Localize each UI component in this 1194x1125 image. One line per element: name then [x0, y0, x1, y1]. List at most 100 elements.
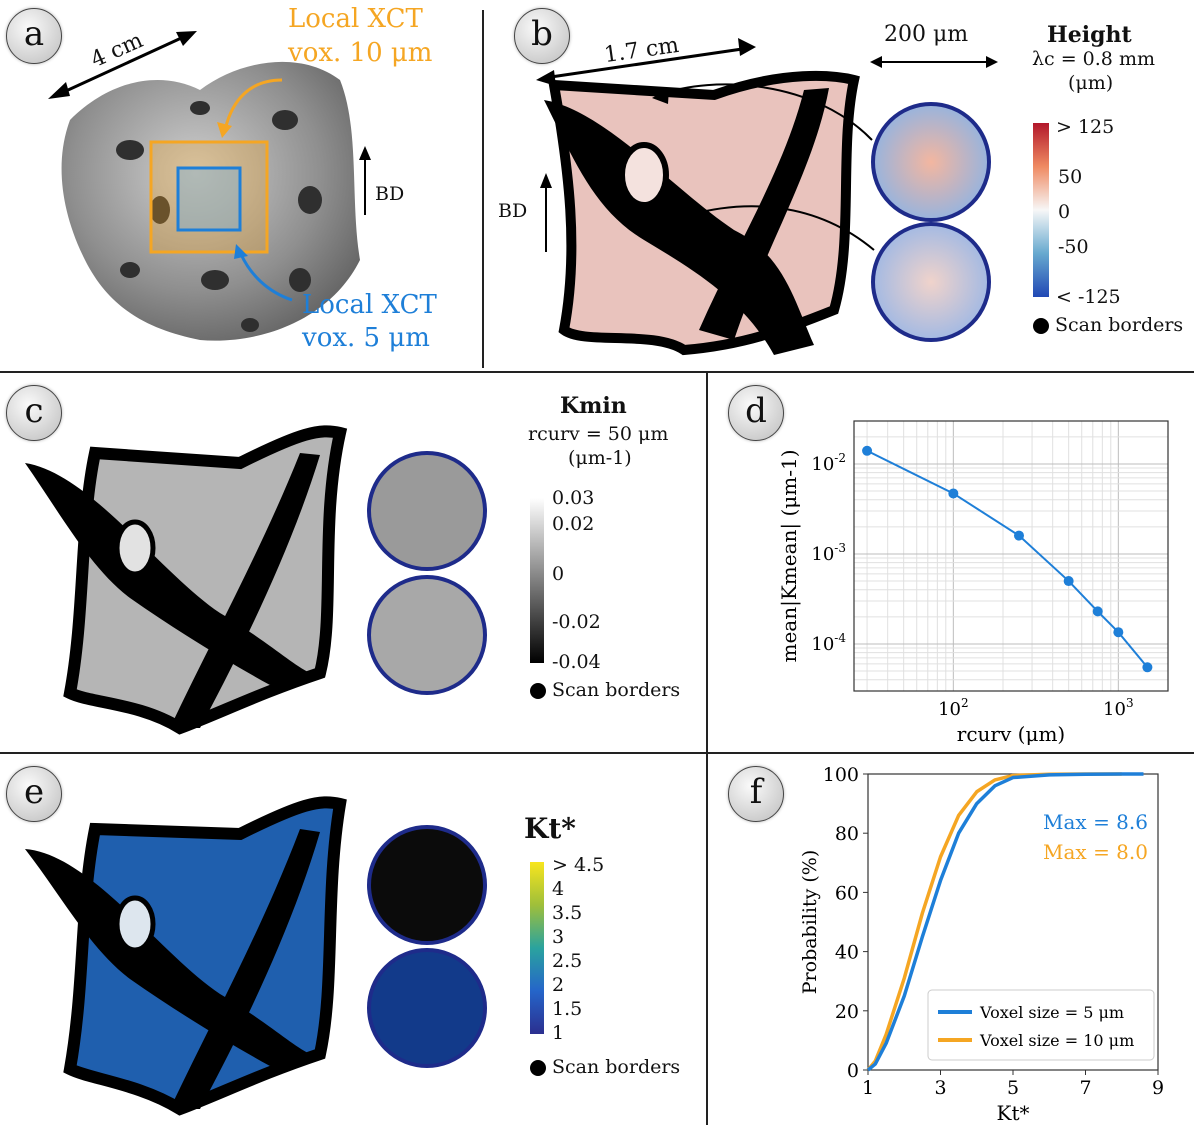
y-tick-label-f: 60 — [835, 882, 859, 904]
panel-label-b: b — [514, 8, 570, 64]
panel-d: d 102 103 10-2 10-3 10-4 rcurv (μm) mean|Kmean… — [708, 373, 1194, 752]
kmin-tick-3: -0.02 — [552, 611, 601, 633]
zoom-label-200um: 200 μm — [884, 22, 969, 47]
local-xct-10-line2: vox. 10 μm — [288, 38, 433, 68]
scan-borders-label-c: Scan borders — [552, 679, 681, 701]
scan-borders-label-b: Scan borders — [1055, 314, 1184, 336]
panel-f: f 1 3 5 7 9 0 20 40 60 80 100 Kt* Probability (%) Max… — [708, 754, 1194, 1125]
kmin-legend-unit: (μm-1) — [568, 447, 632, 469]
kt-legend-title: Kt* — [524, 812, 576, 845]
zoom-circle-kmin-lower — [367, 575, 487, 695]
data-point-d — [1113, 627, 1124, 638]
x-axis-label-d: rcurv (μm) — [957, 722, 1065, 746]
divider-row2 — [0, 752, 1194, 754]
bd-label-a: BD — [375, 183, 405, 205]
panel-c: c Kmin rcurv = 50 μm (μm-1) 0.03 0.02 0 … — [0, 373, 706, 752]
gyroid-sample-image — [48, 31, 371, 341]
kt-tick-1: 4 — [552, 878, 565, 900]
kt-map-image — [25, 796, 546, 1116]
panel-label-c: c — [6, 385, 62, 441]
data-point-d — [862, 445, 873, 456]
x-tick-label-f: 3 — [934, 1077, 946, 1099]
plot-frame-d — [853, 420, 1169, 692]
chart-f: 1 3 5 7 9 0 20 40 60 80 100 Kt* Probability (%) Max =… — [799, 764, 1164, 1125]
roi-10um-box — [149, 140, 269, 254]
y-axis-label-f: Probability (%) — [799, 850, 821, 994]
zoom-circle-lower — [871, 222, 991, 342]
series-line-f-0 — [866, 772, 1144, 1072]
y-tick-label-f: 0 — [847, 1060, 859, 1082]
local-xct-10-line1: Local XCT — [288, 4, 423, 34]
scan-borders-dot-e — [530, 1060, 546, 1076]
x-axis-label-f: Kt* — [997, 1101, 1030, 1125]
scan-borders-label-e: Scan borders — [552, 1056, 681, 1078]
kt-tick-3: 3 — [552, 926, 565, 948]
divider-row1 — [0, 371, 1194, 373]
height-tick-1: 50 — [1058, 166, 1083, 188]
kt-tick-5: 2 — [552, 974, 565, 996]
panel-b: b — [484, 0, 1194, 370]
panel-e: e Kt* > 4.5 4 3.5 3 2.5 2 1.5 1 Scan bor… — [0, 754, 706, 1125]
max-label-f-0: Max = 8.6 — [1043, 810, 1148, 834]
kmin-tick-4: -0.04 — [552, 651, 601, 673]
chart-d: 102 103 10-2 10-3 10-4 rcurv (μm) mean|Kmean| … — [777, 420, 1169, 746]
panel-label-e: e — [6, 766, 62, 822]
kt-tick-7: 1 — [552, 1022, 565, 1044]
data-point-d — [948, 488, 959, 499]
kmin-map-image — [25, 425, 546, 735]
data-point-d — [1063, 576, 1074, 587]
panel-a: a — [0, 0, 482, 370]
x-tick-label-f: 7 — [1079, 1077, 1091, 1099]
y-tick-label-d: 10-4 — [811, 631, 846, 655]
kmin-tick-1: 0.02 — [552, 513, 595, 535]
kmin-legend-rcurv: rcurv = 50 μm — [528, 423, 669, 445]
kmin-tick-0: 0.03 — [552, 487, 595, 509]
x-tick-label-d: 103 — [1103, 696, 1134, 720]
legend-label-f-0: Voxel size = 5 μm — [979, 1003, 1124, 1022]
zoom-circle-kt-upper — [367, 825, 487, 945]
data-point-d — [1142, 662, 1153, 673]
legend-box-f — [927, 989, 1155, 1061]
divider-cd — [706, 373, 708, 1125]
divider-ab — [482, 10, 484, 368]
data-point-d — [1013, 530, 1024, 541]
kmin-tick-2: 0 — [552, 563, 565, 585]
x-tick-label-f: 5 — [1007, 1077, 1019, 1099]
roi-5um-box — [176, 166, 242, 232]
max-label-f-1: Max = 8.0 — [1043, 840, 1148, 864]
y-tick-label-f: 80 — [835, 823, 859, 845]
x-tick-label-f: 1 — [862, 1077, 874, 1099]
height-map-image — [536, 38, 1049, 356]
y-tick-label-d: 10-3 — [811, 541, 846, 565]
panel-label-a: a — [6, 8, 62, 64]
zoom-circle-kt-lower — [367, 948, 487, 1068]
height-colorbar — [1033, 123, 1049, 297]
kt-tick-4: 2.5 — [552, 950, 583, 972]
kmin-colorbar — [530, 498, 544, 663]
zoom-circle-kmin-upper — [367, 451, 487, 571]
y-tick-label-d: 10-2 — [811, 451, 846, 475]
bd-label-b: BD — [498, 200, 528, 222]
x-tick-label-f: 9 — [1152, 1077, 1164, 1099]
kt-colorbar — [530, 862, 544, 1034]
local-xct-5-line2: vox. 5 μm — [302, 323, 430, 353]
height-tick-0: > 125 — [1056, 116, 1115, 138]
scan-borders-dot-b — [1033, 318, 1049, 334]
height-legend-title: Height — [1047, 22, 1132, 48]
y-tick-label-f: 100 — [823, 764, 859, 786]
height-tick-2: 0 — [1058, 201, 1071, 223]
legend-label-f-1: Voxel size = 10 μm — [979, 1031, 1134, 1050]
data-point-d — [1092, 606, 1103, 617]
panel-label-f: f — [728, 766, 784, 822]
height-tick-4: < -125 — [1056, 286, 1121, 308]
zoom-circle-upper — [871, 102, 991, 222]
height-tick-3: -50 — [1058, 236, 1089, 258]
height-legend-unit: (μm) — [1068, 72, 1114, 94]
scan-borders-dot-c — [530, 683, 546, 699]
y-tick-label-f: 20 — [835, 1001, 859, 1023]
kt-tick-0: > 4.5 — [552, 854, 605, 876]
x-tick-label-d: 102 — [938, 696, 969, 720]
series-line-d — [866, 449, 1149, 668]
height-legend-lambda: λc = 0.8 mm — [1032, 48, 1155, 70]
kmin-legend-title: Kmin — [560, 393, 627, 419]
